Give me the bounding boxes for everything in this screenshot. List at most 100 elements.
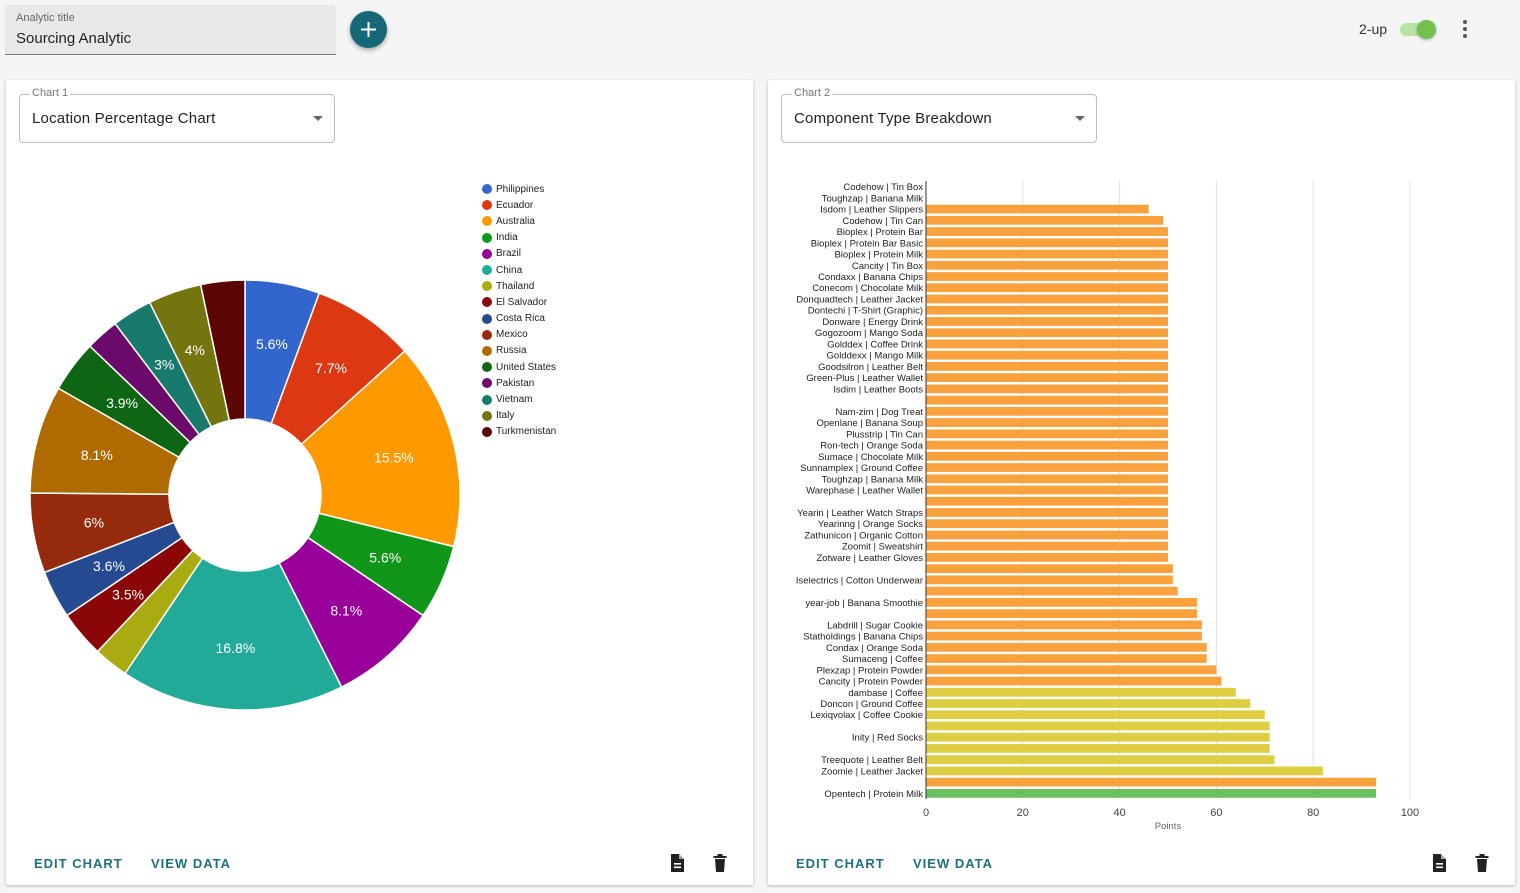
analytic-title-field[interactable]: Analytic title Sourcing Analytic [5, 5, 336, 55]
chart-2-select-label: Chart 2 [792, 87, 833, 99]
legend-item[interactable]: Thailand [482, 278, 556, 294]
edit-chart-button[interactable]: EDIT CHART [796, 856, 885, 871]
legend-item[interactable]: Costa Rica [482, 311, 556, 327]
bar [926, 777, 1377, 787]
pie-slice-label: 3.6% [93, 558, 125, 574]
bar [926, 485, 1168, 495]
legend-swatch [482, 313, 492, 324]
legend-swatch [482, 378, 492, 389]
bar-label: Toughzap | Banana Milk [822, 193, 923, 204]
chevron-down-icon [1075, 116, 1085, 121]
bar-label: year-job | Banana Smoothie [805, 598, 923, 609]
pie-slice-label: 16.8% [215, 640, 255, 656]
bar [926, 429, 1168, 439]
bar-label: Zoomie | Leather Jacket [821, 766, 923, 777]
bar [926, 755, 1275, 765]
legend-item[interactable]: China [482, 262, 556, 278]
trash-icon [713, 854, 727, 872]
legend-item[interactable]: Mexico [482, 327, 556, 343]
legend-label: Mexico [496, 329, 528, 341]
legend-item[interactable]: Philippines [482, 181, 556, 197]
bar-label: Iselectrics | Cotton Underwear [796, 575, 923, 586]
bar-label: Labdrill | Sugar Cookie [827, 620, 923, 631]
legend-label: China [496, 264, 523, 276]
bar-label: Condax | Orange Soda [826, 643, 924, 654]
legend-item[interactable]: Russia [482, 343, 556, 359]
bar-label: Conecom | Chocolate Milk [812, 283, 923, 294]
bar [926, 474, 1168, 484]
delete-chart-button[interactable] [710, 853, 730, 873]
view-data-button[interactable]: VIEW DATA [913, 856, 994, 871]
chart-1-select-label: Chart 1 [30, 87, 71, 99]
chart-1-select[interactable]: Chart 1 Location Percentage Chart [19, 87, 335, 143]
bar [926, 541, 1168, 551]
bar [926, 642, 1207, 652]
legend-item[interactable]: United States [482, 359, 556, 375]
x-tick-label: 40 [1113, 807, 1125, 819]
bar-label: Ron-tech | Orange Soda [820, 441, 924, 452]
legend-item[interactable]: India [482, 230, 556, 246]
chart-2-select-value: Component Type Breakdown [794, 110, 992, 127]
bar [926, 272, 1168, 281]
bar-label: Sumaceng | Coffee [842, 654, 923, 665]
legend-item[interactable]: Italy [482, 408, 556, 424]
bar-label: Codehow | Tin Can [842, 216, 923, 227]
bar-label: Lexiqvolax | Coffee Cookie [810, 710, 923, 721]
bar-label: Donware | Energy Drink [822, 317, 923, 328]
bar-label: Zathunicon | Organic Cotton [804, 530, 923, 541]
x-tick-label: 20 [1017, 807, 1029, 819]
legend-item[interactable]: Brazil [482, 246, 556, 262]
x-tick-label: 0 [923, 807, 929, 819]
export-document-button[interactable] [667, 853, 687, 873]
bar [926, 339, 1168, 349]
bar [926, 710, 1265, 720]
legend-item[interactable]: El Salvador [482, 294, 556, 310]
bar-label: Statholdings | Banana Chips [803, 632, 923, 643]
legend-label: Turkmenistan [496, 426, 557, 438]
legend-label: Costa Rica [496, 313, 545, 325]
bar [926, 676, 1222, 686]
bar-label: Golddexx | Mango Milk [827, 351, 924, 362]
bar [926, 305, 1168, 315]
legend-swatch [482, 362, 492, 373]
bar [926, 418, 1168, 427]
pie-slice-label: 8.1% [330, 602, 362, 618]
bar [926, 215, 1164, 225]
legend-label: United States [496, 361, 557, 373]
legend-item[interactable]: Pakistan [482, 375, 556, 391]
bar-label: Zotware | Leather Gloves [817, 553, 924, 564]
bar [926, 496, 1168, 506]
bar [926, 564, 1173, 574]
bar-label: Inity | Red Socks [852, 733, 923, 744]
legend-item[interactable]: Australia [482, 213, 556, 229]
two-up-toggle[interactable] [1400, 20, 1436, 39]
view-data-button[interactable]: VIEW DATA [151, 856, 232, 871]
more-menu-button[interactable] [1455, 19, 1475, 39]
bar-label: Cancity | Tin Box [852, 261, 923, 272]
bar-label: Sumace | Chocolate Milk [818, 452, 923, 463]
bar-label: Condaxx | Banana Chips [818, 272, 923, 283]
legend-item[interactable]: Ecuador [482, 197, 556, 213]
legend-label: Australia [496, 215, 535, 227]
add-chart-button[interactable] [350, 11, 387, 48]
bar-label: Bioplex | Protein Milk [834, 250, 923, 261]
export-document-button[interactable] [1429, 853, 1449, 873]
chart-2-select[interactable]: Chart 2 Component Type Breakdown [781, 87, 1097, 143]
legend-item[interactable]: Vietnam [482, 391, 556, 407]
edit-chart-button[interactable]: EDIT CHART [34, 856, 123, 871]
analytic-title-input[interactable]: Sourcing Analytic [16, 30, 132, 47]
legend-item[interactable]: Turkmenistan [482, 424, 556, 440]
bar [926, 440, 1168, 450]
bar [926, 463, 1168, 472]
delete-chart-button[interactable] [1472, 853, 1492, 873]
pie-slice-label: 8.1% [81, 447, 113, 463]
bar-label: Nam-zim | Dog Treat [836, 407, 924, 418]
legend-swatch [482, 200, 492, 211]
legend-label: Italy [496, 410, 515, 422]
bar-label: Zoomit | Sweatshirt [842, 542, 923, 553]
legend-label: India [496, 232, 518, 244]
bar [926, 721, 1270, 731]
bar [926, 294, 1168, 304]
legend-label: Thailand [496, 280, 535, 292]
bar [926, 553, 1168, 562]
